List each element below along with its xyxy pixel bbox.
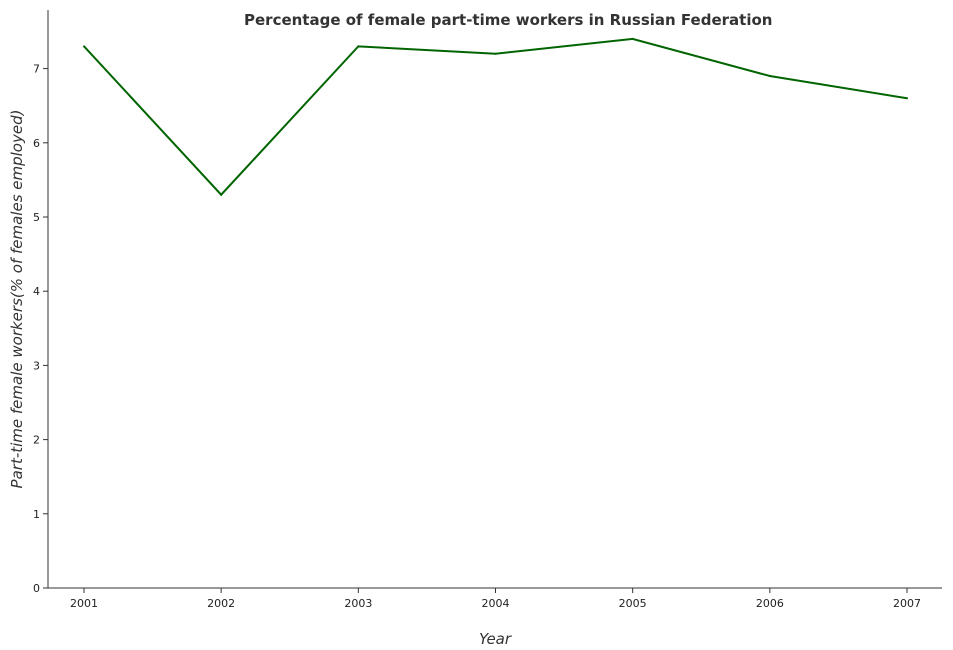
chart-title: Percentage of female part-time workers i… [244, 11, 772, 29]
y-axis-ticks: 0 1 2 3 4 5 6 7 [33, 63, 48, 595]
y-tick-label: 4 [33, 285, 40, 298]
data-point [631, 37, 634, 40]
x-tick-label: 2001 [70, 597, 98, 610]
data-point [768, 75, 771, 78]
y-tick-label: 6 [33, 137, 40, 150]
x-axis-ticks: 2001 2002 2003 2004 2005 2006 2007 [70, 588, 921, 610]
x-tick-label: 2006 [756, 597, 784, 610]
series-group [83, 37, 908, 197]
y-tick-label: 1 [33, 508, 40, 521]
data-point [494, 52, 497, 55]
x-axis-label: Year [479, 630, 512, 648]
y-tick-label: 5 [33, 211, 40, 224]
data-point [906, 97, 908, 100]
y-tick-label: 2 [33, 434, 40, 447]
series-line-0 [83, 37, 908, 197]
x-tick-label: 2005 [619, 597, 647, 610]
y-axis-label: Part-time female workers(% of females em… [8, 110, 26, 489]
x-tick-label: 2002 [207, 597, 235, 610]
x-tick-label: 2003 [344, 597, 372, 610]
x-tick-label: 2004 [482, 597, 510, 610]
y-tick-label: 3 [33, 359, 40, 372]
y-tick-label: 0 [33, 582, 40, 595]
data-point [83, 45, 85, 48]
data-point [220, 193, 223, 196]
data-point [357, 45, 360, 48]
x-tick-label: 2007 [893, 597, 921, 610]
y-tick-label: 7 [33, 63, 40, 76]
